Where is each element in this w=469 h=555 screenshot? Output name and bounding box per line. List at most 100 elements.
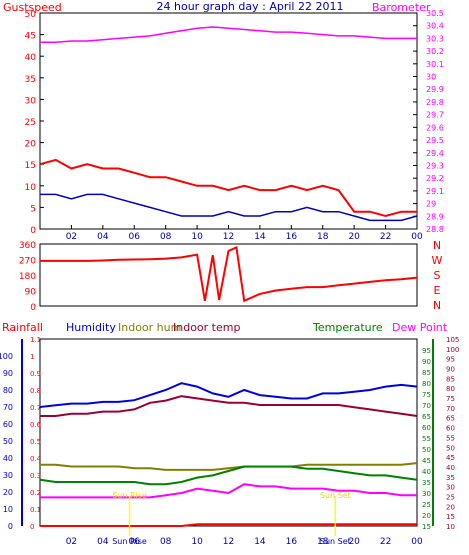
humidity-tick-label: 50 (3, 437, 13, 446)
compass-label: E (434, 284, 441, 297)
sun-axis-label: Sun Set (320, 537, 351, 546)
dew-tick-label: 55 (446, 434, 455, 442)
x-tick-label: 00 (411, 537, 423, 547)
rain-tick-label: 0.9 (30, 370, 41, 378)
temp-hum-series (39, 382, 418, 527)
x-tick-label: 04 (97, 537, 109, 547)
rain-tick-label: 0.2 (30, 489, 41, 497)
humidity-tick-label: 60 (3, 420, 13, 429)
gustspeed-tick-label: 50 (25, 10, 37, 20)
direction-tick-label: 360 (19, 241, 36, 251)
gustspeed-tick-label: 15 (25, 161, 36, 171)
legend-temperature: Temperature (312, 321, 383, 334)
temp-tick-label: 70 (422, 402, 431, 410)
temp-tick-label: 55 (422, 435, 431, 443)
left-axis-ticks: 0 0.1 0.2 0.3 0.4 0.5 0.6 0.7 0.8 0.9 1 1.1 0 10 20 30 4… (0, 336, 42, 531)
dew-tick-label: 35 (446, 474, 455, 482)
humidity-tick-label: 80 (3, 386, 13, 395)
gustspeed-tick-label: 40 (25, 53, 37, 63)
temp-tick-label: 40 (422, 468, 431, 476)
rain-tick-label: 1 (30, 353, 34, 361)
barometer-tick-label: 29.8 (426, 98, 444, 107)
temp-tick-label: 25 (422, 501, 431, 509)
rain-tick-label: 0.8 (30, 387, 41, 395)
gustspeed-tick-label: 30 (25, 96, 37, 106)
x-tick-label: 04 (97, 232, 109, 242)
x-tick-label: 20 (348, 232, 360, 242)
barometer-axis-title: Barometer (372, 1, 431, 14)
series-wind-direction (40, 245, 418, 303)
barometer-tick-label: 29.9 (426, 85, 444, 94)
rain-tick-label: 0.7 (30, 404, 41, 412)
rain-tick-label: 1.1 (30, 336, 41, 344)
barometer-tick-label: 30.2 (426, 47, 444, 56)
temp-tick-label: 20 (422, 512, 431, 520)
dew-tick-label: 20 (446, 503, 455, 511)
direction-ticks: 0 90 180 270 360 (19, 241, 36, 313)
x-tick-label: 20 (348, 537, 360, 547)
x-tick-label: 10 (191, 232, 203, 242)
series-dew-point (40, 483, 417, 499)
x-ticks-bottom: 02 04 06 08 10 12 14 16 18 20 22 00 (66, 537, 423, 547)
barometer-tick-label: 29.6 (426, 123, 444, 132)
dew-tick-label: 65 (446, 415, 455, 423)
legend-humidity: Humidity (66, 321, 116, 334)
dew-tick-label: 50 (446, 444, 455, 452)
barometer-ticks: 28.8 28.9 29 29.1 29.2 29.3 29.4 29.5 29.6 29.7 29… (413, 9, 444, 234)
barometer-tick-label: 28.8 (426, 225, 444, 234)
gustspeed-axis-title: Gustspeed (3, 1, 62, 14)
humidity-tick-label: 20 (3, 488, 13, 497)
humidity-tick-label: 10 (3, 505, 13, 514)
temp-tick-label: 90 (422, 358, 431, 366)
temp-tick-label: 15 (422, 523, 431, 531)
sun-overlay-label: Sun Set (320, 491, 351, 500)
right-axis-ticks: 1520253035404550556065707580859095101520… (422, 336, 459, 531)
x-tick-label: 00 (411, 232, 423, 242)
dew-tick-label: 10 (446, 523, 455, 531)
direction-tick-label: 90 (25, 288, 37, 298)
direction-series (40, 245, 418, 303)
series-gustspeed (39, 158, 417, 218)
gustspeed-tick-label: 45 (25, 32, 36, 42)
gustspeed-tick-label: 0 (30, 226, 36, 236)
legend-dew-point: Dew Point (392, 321, 448, 334)
barometer-tick-label: 30 (426, 73, 436, 82)
compass-label: N (433, 239, 441, 252)
x-tick-label: 14 (254, 232, 266, 242)
x-tick-label: 08 (160, 537, 172, 547)
x-tick-label: 02 (66, 232, 77, 242)
x-tick-label: 22 (380, 537, 391, 547)
dew-tick-label: 15 (446, 513, 455, 521)
x-tick-label: 08 (160, 232, 172, 242)
series-indoor-hum (40, 462, 418, 471)
wind-series (39, 26, 418, 222)
gustspeed-tick-label: 10 (25, 183, 37, 193)
x-tick-label: 16 (286, 232, 298, 242)
barometer-tick-label: 29.5 (426, 136, 444, 145)
dew-tick-label: 100 (446, 346, 459, 354)
barometer-tick-label: 28.9 (426, 212, 444, 221)
rain-tick-label: 0.3 (30, 472, 41, 480)
x-tick-label: 16 (286, 537, 298, 547)
legend-indoor-hum: Indoor hum (118, 321, 181, 334)
humidity-tick-label: 0 (8, 522, 13, 531)
dew-tick-label: 90 (446, 366, 455, 374)
series-indoor-temp (40, 395, 418, 417)
barometer-tick-label: 30.3 (426, 34, 444, 43)
compass-label: N (433, 299, 441, 312)
wind-baro-panel: 24 hour graph day : April 22 2011 Gustsp… (3, 0, 444, 242)
x-tick-label: 06 (129, 537, 141, 547)
humidity-tick-label: 100 (0, 352, 13, 361)
barometer-tick-label: 30.1 (426, 60, 444, 69)
dew-tick-label: 45 (446, 454, 455, 462)
compass-label: W (432, 254, 443, 267)
dew-tick-label: 105 (446, 336, 459, 344)
series-temperature (39, 465, 418, 486)
temp-hum-panel: Rainfall Humidity Indoor hum Indoor temp… (0, 321, 459, 547)
gustspeed-tick-label: 25 (25, 118, 36, 128)
series-rainfall (40, 523, 417, 527)
x-tick-label: 12 (223, 232, 234, 242)
x-tick-label: 18 (317, 537, 329, 547)
sun-axis-label: Sun Rise (112, 537, 147, 546)
